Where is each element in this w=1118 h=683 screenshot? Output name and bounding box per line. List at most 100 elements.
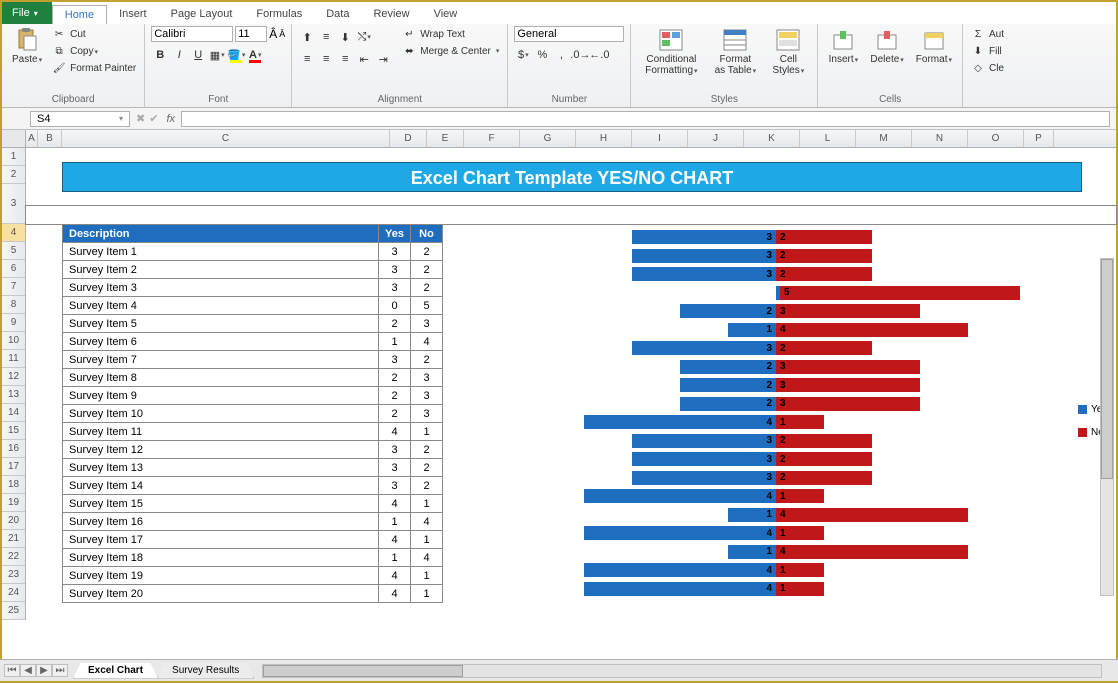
align-center-button[interactable]: ≡ bbox=[317, 50, 335, 68]
cond-format-button[interactable]: Conditional Formatting bbox=[637, 26, 705, 78]
tab-home[interactable]: Home bbox=[52, 5, 107, 24]
cell-no[interactable]: 5 bbox=[411, 297, 443, 315]
cell-desc[interactable]: Survey Item 10 bbox=[63, 405, 379, 423]
cell-no[interactable]: 1 bbox=[411, 531, 443, 549]
row-header-6[interactable]: 6 bbox=[2, 260, 25, 278]
cell-yes[interactable]: 4 bbox=[379, 531, 411, 549]
cell-yes[interactable]: 3 bbox=[379, 279, 411, 297]
row-header-12[interactable]: 12 bbox=[2, 368, 25, 386]
row-header-11[interactable]: 11 bbox=[2, 350, 25, 368]
insert-cells-button[interactable]: Insert bbox=[824, 26, 862, 67]
underline-button[interactable]: U bbox=[189, 46, 207, 64]
row-header-21[interactable]: 21 bbox=[2, 530, 25, 548]
cell-no[interactable]: 2 bbox=[411, 459, 443, 477]
cell-no[interactable]: 2 bbox=[411, 279, 443, 297]
cell-desc[interactable]: Survey Item 20 bbox=[63, 585, 379, 603]
indent-button[interactable]: ⇥ bbox=[374, 50, 392, 68]
row-header-8[interactable]: 8 bbox=[2, 296, 25, 314]
cell-yes[interactable]: 3 bbox=[379, 261, 411, 279]
row-header-22[interactable]: 22 bbox=[2, 548, 25, 566]
font-size-select[interactable] bbox=[235, 26, 267, 42]
cell-no[interactable]: 1 bbox=[411, 423, 443, 441]
cell-yes[interactable]: 2 bbox=[379, 387, 411, 405]
row-header-2[interactable]: 2 bbox=[2, 166, 25, 184]
tab-formulas[interactable]: Formulas bbox=[244, 5, 314, 24]
cell-no[interactable]: 3 bbox=[411, 405, 443, 423]
hscroll-thumb[interactable] bbox=[263, 665, 463, 677]
sheet-nav-first[interactable]: ⏮ bbox=[4, 664, 20, 677]
row-header-23[interactable]: 23 bbox=[2, 566, 25, 584]
cell-yes[interactable]: 1 bbox=[379, 333, 411, 351]
row-header-24[interactable]: 24 bbox=[2, 584, 25, 602]
cell-desc[interactable]: Survey Item 1 bbox=[63, 243, 379, 261]
align-left-button[interactable]: ≡ bbox=[298, 50, 316, 68]
row-header-10[interactable]: 10 bbox=[2, 332, 25, 350]
cell-desc[interactable]: Survey Item 13 bbox=[63, 459, 379, 477]
file-tab[interactable]: File bbox=[2, 2, 52, 24]
col-header-A[interactable]: A bbox=[26, 130, 38, 147]
cell-no[interactable]: 2 bbox=[411, 441, 443, 459]
sheet-tab-excel-chart[interactable]: Excel Chart bbox=[73, 663, 158, 679]
cell-desc[interactable]: Survey Item 18 bbox=[63, 549, 379, 567]
col-header-P[interactable]: P bbox=[1024, 130, 1054, 147]
tab-review[interactable]: Review bbox=[361, 5, 421, 24]
tab-insert[interactable]: Insert bbox=[107, 5, 159, 24]
cell-desc[interactable]: Survey Item 17 bbox=[63, 531, 379, 549]
format-painter-button[interactable]: 🖌Format Painter bbox=[50, 60, 138, 76]
col-header-M[interactable]: M bbox=[856, 130, 912, 147]
col-header-N[interactable]: N bbox=[912, 130, 968, 147]
fill-button[interactable]: ⬇Fill bbox=[969, 43, 1006, 59]
delete-cells-button[interactable]: Delete bbox=[866, 26, 907, 67]
cell-no[interactable]: 2 bbox=[411, 243, 443, 261]
cell-yes[interactable]: 3 bbox=[379, 351, 411, 369]
col-header-H[interactable]: H bbox=[576, 130, 632, 147]
cell-yes[interactable]: 4 bbox=[379, 495, 411, 513]
cell-no[interactable]: 2 bbox=[411, 261, 443, 279]
cell-no[interactable]: 3 bbox=[411, 369, 443, 387]
cell-yes[interactable]: 1 bbox=[379, 549, 411, 567]
outdent-button[interactable]: ⇤ bbox=[355, 50, 373, 68]
tab-view[interactable]: View bbox=[422, 5, 470, 24]
sheet-nav-prev[interactable]: ◀ bbox=[20, 664, 36, 677]
cell-no[interactable]: 1 bbox=[411, 585, 443, 603]
inc-decimal-button[interactable]: .0→ bbox=[571, 46, 589, 64]
paste-button[interactable]: Paste bbox=[8, 26, 46, 67]
cut-button[interactable]: ✂Cut bbox=[50, 26, 138, 42]
tab-data[interactable]: Data bbox=[314, 5, 361, 24]
border-button[interactable]: ▦ bbox=[208, 46, 226, 64]
row-header-1[interactable]: 1 bbox=[2, 148, 25, 166]
row-header-13[interactable]: 13 bbox=[2, 386, 25, 404]
formula-bar[interactable] bbox=[181, 111, 1110, 127]
row-header-9[interactable]: 9 bbox=[2, 314, 25, 332]
row-header-25[interactable]: 25 bbox=[2, 602, 25, 620]
cell-desc[interactable]: Survey Item 5 bbox=[63, 315, 379, 333]
row-header-5[interactable]: 5 bbox=[2, 242, 25, 260]
col-header-D[interactable]: D bbox=[390, 130, 427, 147]
dec-decimal-button[interactable]: ←.0 bbox=[590, 46, 608, 64]
row-header-15[interactable]: 15 bbox=[2, 422, 25, 440]
align-right-button[interactable]: ≡ bbox=[336, 50, 354, 68]
cell-yes[interactable]: 3 bbox=[379, 459, 411, 477]
row-header-4[interactable]: 4 bbox=[2, 224, 25, 242]
row-header-20[interactable]: 20 bbox=[2, 512, 25, 530]
cell-no[interactable]: 4 bbox=[411, 549, 443, 567]
cell-yes[interactable]: 3 bbox=[379, 477, 411, 495]
wrap-text-button[interactable]: ↵Wrap Text bbox=[400, 26, 501, 42]
cell-desc[interactable]: Survey Item 16 bbox=[63, 513, 379, 531]
row-header-19[interactable]: 19 bbox=[2, 494, 25, 512]
cell-styles-button[interactable]: Cell Styles bbox=[765, 26, 811, 78]
horizontal-scrollbar[interactable] bbox=[262, 664, 1102, 678]
col-header-E[interactable]: E bbox=[427, 130, 464, 147]
cell-yes[interactable]: 2 bbox=[379, 369, 411, 387]
row-header-14[interactable]: 14 bbox=[2, 404, 25, 422]
cell-yes[interactable]: 3 bbox=[379, 441, 411, 459]
tab-page-layout[interactable]: Page Layout bbox=[159, 5, 245, 24]
sheet-tab-survey-results[interactable]: Survey Results bbox=[157, 663, 254, 679]
orientation-button[interactable]: ⤭ bbox=[355, 28, 373, 46]
format-cells-button[interactable]: Format bbox=[912, 26, 956, 67]
cell-desc[interactable]: Survey Item 15 bbox=[63, 495, 379, 513]
fill-color-button[interactable]: 🪣 bbox=[227, 46, 245, 64]
cell-yes[interactable]: 4 bbox=[379, 567, 411, 585]
currency-button[interactable]: $ bbox=[514, 46, 532, 64]
align-middle-button[interactable]: ≡ bbox=[317, 28, 335, 46]
